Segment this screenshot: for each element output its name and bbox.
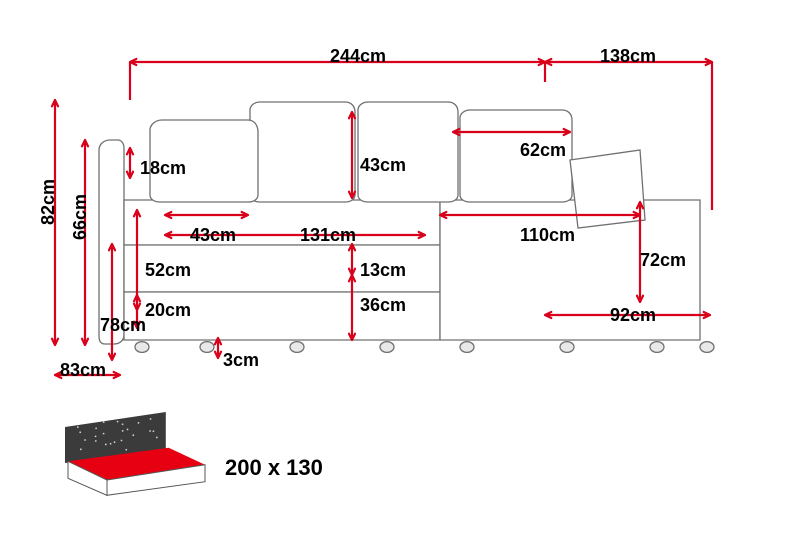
sofa-foot — [290, 342, 304, 353]
dim-d-52: 52cm — [145, 260, 191, 281]
dim-left-83: 83cm — [60, 360, 106, 381]
sofa-foot — [380, 342, 394, 353]
sofa-foot — [460, 342, 474, 353]
sofa-part — [358, 102, 458, 202]
dim-d-131: 131cm — [300, 225, 356, 246]
dim-d-62: 62cm — [520, 140, 566, 161]
dim-d-20: 20cm — [145, 300, 191, 321]
bed-size-label: 200 x 130 — [225, 455, 323, 481]
sofa-foot — [560, 342, 574, 353]
sofa-part — [250, 102, 355, 202]
dim-top-138: 138cm — [600, 46, 656, 67]
dim-d-43w: 43cm — [190, 225, 236, 246]
dim-d-18: 18cm — [140, 158, 186, 179]
dim-top-244: 244cm — [330, 46, 386, 67]
dim-d-78: 78cm — [100, 315, 146, 336]
sofa-foot — [135, 342, 149, 353]
sofa-foot — [200, 342, 214, 353]
dim-d-3: 3cm — [223, 350, 259, 371]
sofa-foot — [650, 342, 664, 353]
dim-d-72: 72cm — [640, 250, 686, 271]
dim-left-66: 66cm — [70, 194, 91, 240]
dim-left-82: 82cm — [38, 179, 59, 225]
sofa-foot — [700, 342, 714, 353]
dim-d-36: 36cm — [360, 295, 406, 316]
dim-d-92: 92cm — [610, 305, 656, 326]
dim-d-13: 13cm — [360, 260, 406, 281]
dim-d-110: 110cm — [520, 225, 575, 246]
bed-icon — [65, 412, 205, 495]
sofa-part — [570, 150, 645, 228]
dim-d-43h: 43cm — [360, 155, 406, 176]
